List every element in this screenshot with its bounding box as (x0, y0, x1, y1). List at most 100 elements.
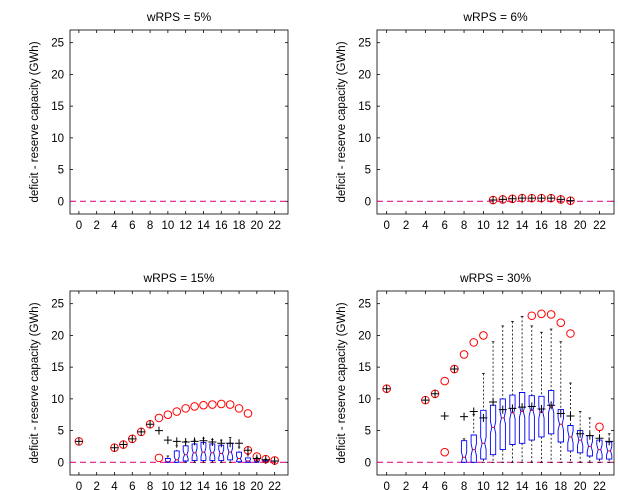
box-hour-11 (489, 341, 497, 463)
notched-box (218, 444, 225, 461)
y-tick-label: 5 (365, 426, 371, 438)
y-tick-label: 10 (51, 133, 64, 145)
x-tick-label: 16 (215, 220, 228, 232)
x-tick-label: 2 (93, 220, 99, 232)
mean-marker (440, 411, 449, 420)
notched-box (460, 440, 468, 463)
chart-panel-2: wRPS = 6% deficit - reserve capacity (GWh… (336, 10, 615, 232)
box-hour-10 (164, 455, 171, 463)
box-hour-12 (499, 325, 506, 463)
x-tick-label: 8 (461, 481, 467, 490)
box-hour-17 (548, 328, 555, 463)
notched-box (245, 457, 251, 463)
box-hour-19 (567, 382, 574, 463)
max-marker (163, 410, 173, 420)
mean-marker (489, 196, 498, 205)
box-hour-15 (528, 325, 535, 463)
max-marker (595, 422, 604, 432)
notched-box (577, 430, 584, 454)
x-tick-label: 8 (461, 220, 467, 232)
box-hour-11 (173, 445, 180, 463)
y-tick-label: 15 (358, 362, 371, 374)
max-marker (225, 400, 235, 409)
mean-marker (261, 455, 270, 464)
y-tick-label: 25 (51, 38, 64, 50)
mean-marker (537, 194, 546, 203)
notched-box (548, 390, 555, 435)
x-tick-label: 20 (250, 220, 263, 232)
max-marker (440, 447, 450, 457)
x-tick-label: 10 (161, 220, 174, 232)
x-tick-label: 14 (516, 481, 529, 490)
x-tick-label: 22 (268, 481, 281, 490)
max-marker (216, 399, 226, 409)
chart-title: wRPS = 6% (462, 10, 528, 24)
box-hour-21 (586, 417, 593, 463)
x-tick-label: 6 (442, 481, 448, 490)
x-tick-label: 16 (215, 481, 228, 490)
x-tick-label: 10 (161, 481, 174, 490)
mean-marker (450, 365, 459, 374)
x-tick-label: 2 (403, 220, 409, 232)
plot-area-frame (376, 290, 615, 476)
mean-marker (508, 404, 517, 413)
mean-marker (469, 407, 478, 416)
mean-marker (163, 436, 172, 445)
x-tick-label: 18 (233, 481, 246, 490)
box-hour-18 (557, 341, 564, 463)
max-marker (190, 402, 199, 411)
max-marker (208, 400, 217, 409)
notched-box (499, 398, 506, 451)
y-tick-label: 15 (51, 362, 64, 374)
y-tick-label: 20 (358, 69, 371, 81)
notched-box (200, 442, 207, 461)
x-tick-label: 22 (593, 481, 606, 490)
mean-marker (154, 426, 163, 435)
notched-box (164, 458, 171, 463)
mean-marker (498, 195, 507, 204)
y-tick-label: 10 (358, 133, 371, 145)
mean-marker (235, 439, 244, 448)
max-marker (469, 338, 479, 347)
x-tick-label: 10 (477, 220, 490, 232)
chart-panel-3: wRPS = 15% deficit - reserve capacity (GW… (29, 271, 289, 490)
y-tick-label: 20 (51, 69, 64, 81)
x-tick-label: 14 (516, 220, 529, 232)
notched-box (518, 392, 526, 444)
mean-marker (518, 194, 527, 203)
max-marker (527, 311, 537, 321)
y-axis-label: deficit - reserve capacity (GWh) (336, 41, 348, 202)
box-hour-16 (538, 331, 545, 463)
y-tick-label: 0 (365, 457, 371, 469)
notched-box (173, 450, 180, 463)
mean-marker (208, 438, 217, 447)
x-tick-label: 6 (129, 481, 135, 490)
y-tick-label: 5 (365, 165, 371, 177)
x-tick-label: 12 (179, 220, 192, 232)
plot-area-frame (69, 290, 289, 476)
max-marker (234, 404, 244, 413)
notched-box (191, 443, 198, 461)
y-tick-label: 25 (358, 299, 371, 311)
plot-area-frame (376, 29, 615, 215)
x-tick-label: 22 (268, 220, 281, 232)
x-tick-label: 12 (496, 220, 509, 232)
mean-marker (498, 405, 507, 414)
x-tick-label: 2 (403, 481, 409, 490)
x-tick-label: 18 (554, 481, 567, 490)
y-tick-label: 10 (358, 394, 371, 406)
x-tick-label: 6 (442, 220, 448, 232)
box-hour-10 (480, 373, 487, 463)
max-marker (459, 350, 469, 359)
x-tick-label: 6 (129, 220, 135, 232)
box-hour-13 (509, 321, 516, 463)
mean-marker (74, 437, 83, 446)
max-marker (172, 407, 182, 416)
notched-box (596, 439, 603, 460)
box-hour-18 (236, 446, 242, 463)
x-tick-label: 16 (535, 481, 548, 490)
y-tick-label: 0 (58, 457, 64, 469)
mean-marker (181, 438, 190, 447)
y-tick-label: 5 (58, 426, 64, 438)
chart-panel-4: wRPS = 30% deficit - reserve capacity (GW… (336, 271, 615, 490)
